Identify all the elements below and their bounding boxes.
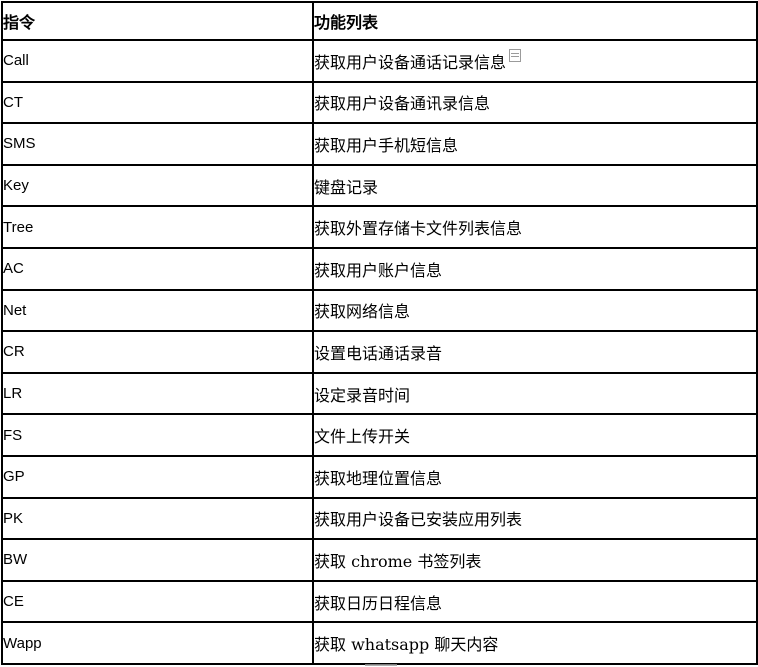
function-cell: 键盘记录 — [312, 163, 758, 208]
table-row: CE 获取日历日程信息 — [1, 579, 758, 624]
function-label: 键盘记录 — [314, 177, 379, 197]
command-cell: Tree — [1, 205, 314, 249]
function-label: 获取用户账户信息 — [314, 260, 443, 280]
table-row: PK 获取用户设备已安装应用列表 — [1, 496, 758, 541]
table-row: Key 键盘记录 — [1, 163, 758, 208]
command-cell: CT — [1, 80, 314, 125]
command-cell: Wapp — [1, 621, 314, 665]
command-cell: BW — [1, 538, 314, 582]
table-row: GP 获取地理位置信息 — [1, 454, 758, 499]
function-cell: 获取用户账户信息 — [312, 246, 758, 291]
command-label: Net — [3, 301, 27, 319]
function-label: 获取 chrome 书签列表 — [314, 551, 482, 571]
command-label: Wapp — [3, 634, 42, 652]
function-label: 获取日历日程信息 — [314, 593, 443, 613]
command-cell: SMS — [1, 122, 314, 166]
table-row: CT 获取用户设备通讯录信息 — [1, 80, 758, 125]
function-label: 文件上传开关 — [314, 427, 411, 447]
command-cell: Net — [1, 288, 314, 333]
function-cell: 获取用户设备通讯录信息 — [312, 80, 758, 125]
command-label: CE — [3, 593, 24, 611]
function-cell: 获取 whatsapp 聊天内容 — [312, 621, 758, 665]
table-row: Tree 获取外置存储卡文件列表信息 — [1, 205, 758, 249]
table-row: LR 设定录音时间 — [1, 371, 758, 416]
function-label: 设定录音时间 — [314, 385, 411, 405]
revision-artifact-icon — [509, 48, 522, 62]
function-cell: 获取外置存储卡文件列表信息 — [312, 205, 758, 249]
function-label: 获取用户设备通讯录信息 — [314, 94, 491, 114]
function-label: 设置电话通话录音 — [314, 343, 443, 363]
command-cell: Key — [1, 163, 314, 208]
function-cell: 获取用户设备已安装应用列表 — [312, 496, 758, 541]
function-cell: 获取地理位置信息 — [312, 454, 758, 499]
column-header-command: 指令 — [1, 1, 314, 41]
command-label: LR — [3, 385, 23, 403]
function-cell: 获取用户设备通话记录信息 — [312, 39, 758, 83]
command-label: BW — [3, 551, 28, 569]
table-row: Net 获取网络信息 — [1, 288, 758, 333]
command-label: GP — [3, 468, 25, 486]
function-cell: 设定录音时间 — [312, 371, 758, 416]
function-cell: 获取用户手机短信息 — [312, 122, 758, 166]
command-cell: FS — [1, 413, 314, 457]
table-row: Call 获取用户设备通话记录信息 — [1, 39, 758, 83]
table-row: BW 获取 chrome 书签列表 — [1, 538, 758, 582]
table-row: FS 文件上传开关 — [1, 413, 758, 457]
cutoff-content-mark — [365, 664, 397, 666]
table-row: Wapp 获取 whatsapp 聊天内容 — [1, 621, 758, 665]
command-cell: CR — [1, 330, 314, 374]
command-label: Call — [3, 52, 29, 70]
function-label: 获取 whatsapp 聊天内容 — [314, 635, 499, 655]
column-header-function: 功能列表 — [312, 1, 758, 41]
command-label: FS — [3, 426, 23, 444]
function-label: 获取地理位置信息 — [314, 468, 443, 488]
command-label: CT — [3, 93, 23, 111]
function-cell: 设置电话通话录音 — [312, 330, 758, 374]
function-label: 获取用户设备通话记录信息 — [314, 52, 507, 72]
command-cell: CE — [1, 579, 314, 624]
function-cell: 文件上传开关 — [312, 413, 758, 457]
command-cell: AC — [1, 246, 314, 291]
command-label: Key — [3, 177, 29, 195]
command-cell: PK — [1, 496, 314, 541]
function-label: 获取网络信息 — [314, 302, 411, 322]
function-label: 获取外置存储卡文件列表信息 — [314, 219, 523, 239]
command-cell: GP — [1, 454, 314, 499]
command-cell: Call — [1, 39, 314, 83]
function-cell: 获取日历日程信息 — [312, 579, 758, 624]
function-label: 获取用户手机短信息 — [314, 135, 459, 155]
function-cell: 获取 chrome 书签列表 — [312, 538, 758, 582]
command-label: CR — [3, 343, 25, 361]
command-label: SMS — [3, 135, 36, 153]
function-cell: 获取网络信息 — [312, 288, 758, 333]
table-row: AC 获取用户账户信息 — [1, 246, 758, 291]
command-cell: LR — [1, 371, 314, 416]
command-label: AC — [3, 260, 24, 278]
table-row: CR 设置电话通话录音 — [1, 330, 758, 374]
command-label: Tree — [3, 218, 34, 236]
command-label: PK — [3, 509, 24, 527]
table-header-row: 指令 功能列表 — [1, 1, 758, 41]
table-row: SMS 获取用户手机短信息 — [1, 122, 758, 166]
function-label: 获取用户设备已安装应用列表 — [314, 510, 523, 530]
